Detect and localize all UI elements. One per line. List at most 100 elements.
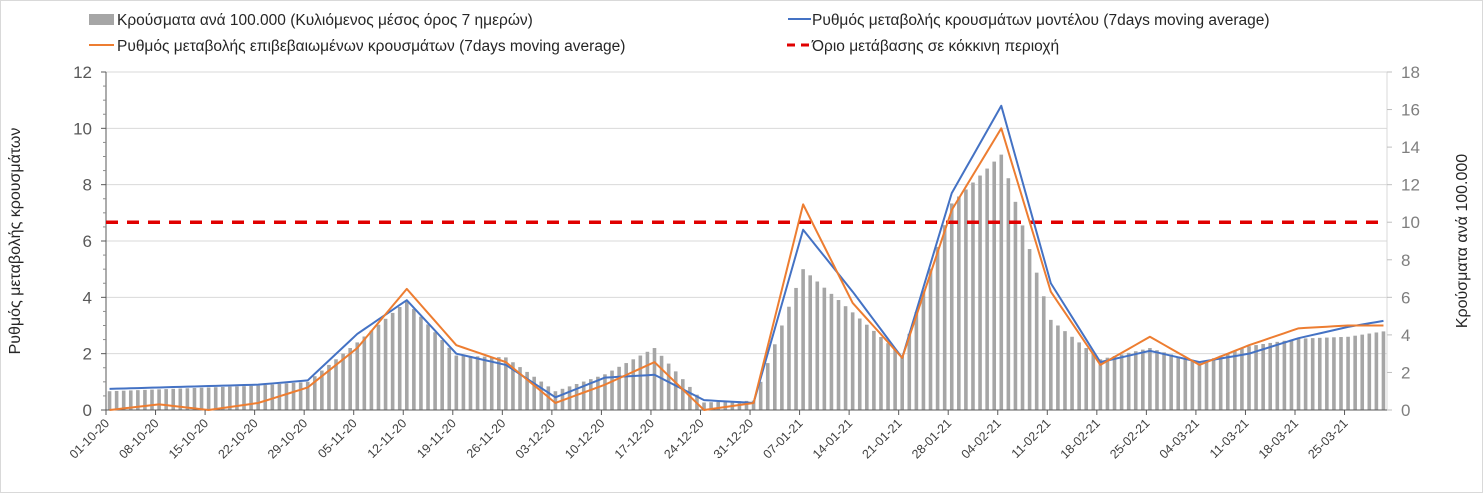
bar bbox=[390, 312, 395, 410]
bar bbox=[1381, 331, 1386, 410]
bar bbox=[199, 387, 204, 410]
bar bbox=[1077, 342, 1081, 410]
bar bbox=[1098, 359, 1103, 410]
bar bbox=[164, 389, 168, 410]
bar bbox=[114, 390, 119, 410]
y-axis-right-title: Κρούσματα ανά 100.000 bbox=[1454, 154, 1471, 328]
bar bbox=[426, 324, 430, 410]
bar bbox=[850, 312, 855, 410]
bar bbox=[454, 355, 459, 410]
bar bbox=[171, 388, 176, 410]
bar bbox=[893, 349, 897, 410]
bar bbox=[404, 301, 409, 410]
bar bbox=[1169, 354, 1173, 410]
bar bbox=[942, 225, 947, 410]
bar bbox=[1034, 272, 1039, 410]
bar bbox=[489, 356, 494, 410]
bar bbox=[1020, 225, 1025, 410]
bar bbox=[525, 371, 529, 410]
bar bbox=[1041, 296, 1046, 410]
y-left-tick-label: 4 bbox=[83, 288, 92, 307]
bar bbox=[235, 386, 239, 410]
bar bbox=[808, 275, 812, 410]
confirmed-line bbox=[109, 127, 1384, 411]
bar bbox=[1332, 337, 1336, 410]
bar bbox=[1325, 337, 1329, 410]
x-tick-label: 07-01-21 bbox=[760, 416, 805, 461]
bar bbox=[964, 189, 968, 410]
bar bbox=[645, 351, 650, 410]
bar bbox=[397, 306, 402, 410]
bar bbox=[1197, 363, 1202, 410]
bar bbox=[1254, 345, 1258, 410]
bar bbox=[376, 324, 381, 410]
bar bbox=[574, 383, 579, 410]
bar bbox=[971, 182, 975, 410]
bar bbox=[327, 364, 331, 410]
bar bbox=[836, 300, 841, 410]
y-right-tick-label: 2 bbox=[1401, 363, 1410, 382]
bar bbox=[978, 175, 982, 410]
y-right-tick-label: 8 bbox=[1401, 251, 1410, 270]
bar bbox=[1296, 338, 1301, 410]
bar bbox=[1119, 354, 1124, 410]
legend-label-confirmed: Ρυθμός μεταβολής επιβεβαιωμένων κρουσμάτ… bbox=[117, 38, 625, 55]
line-series bbox=[106, 104, 1387, 411]
bar bbox=[1148, 348, 1152, 410]
bar bbox=[178, 388, 183, 410]
bar bbox=[829, 293, 834, 410]
bar bbox=[681, 379, 685, 410]
bar bbox=[270, 384, 275, 410]
bar bbox=[1317, 337, 1322, 410]
y-right-tick-label: 10 bbox=[1401, 213, 1420, 232]
bar bbox=[447, 347, 452, 410]
x-tick-label: 04-03-21 bbox=[1157, 416, 1202, 461]
bar bbox=[192, 388, 197, 410]
bar bbox=[291, 382, 296, 410]
y-right-tick-label: 16 bbox=[1401, 101, 1420, 120]
bar bbox=[907, 333, 912, 410]
bar bbox=[1063, 331, 1067, 410]
bar bbox=[213, 387, 218, 410]
bar bbox=[341, 353, 345, 410]
bar bbox=[461, 355, 466, 410]
y-left-tick-label: 6 bbox=[83, 232, 92, 251]
bar bbox=[921, 290, 926, 410]
bar bbox=[433, 332, 437, 410]
legend: Κρούσματα ανά 100.000 (Κυλιόμενος μέσος … bbox=[89, 12, 1270, 55]
bar bbox=[320, 370, 324, 410]
bar bbox=[1367, 333, 1372, 410]
bar bbox=[256, 385, 260, 410]
bar bbox=[999, 154, 1004, 410]
legend-item-model: Ρυθμός μεταβολής κρουσμάτων μοντέλου (7d… bbox=[788, 12, 1270, 29]
y-left-tick-label: 2 bbox=[83, 345, 92, 364]
bar bbox=[1339, 337, 1343, 410]
bar bbox=[1056, 325, 1060, 410]
y-right-tick-label: 6 bbox=[1401, 288, 1410, 307]
bar bbox=[518, 367, 522, 410]
bar bbox=[1204, 360, 1209, 410]
x-axis-ticks: 01-10-20 08-10-20 15-10-20 22-10-20 29-10-20… bbox=[67, 410, 1351, 462]
bar bbox=[440, 339, 444, 410]
bar bbox=[843, 306, 848, 410]
y-left-tick-label: 10 bbox=[73, 119, 92, 138]
bar bbox=[914, 312, 919, 410]
y-right-tick-label: 12 bbox=[1401, 176, 1420, 195]
bar bbox=[1211, 358, 1216, 410]
x-tick-label: 19-11-20 bbox=[414, 416, 459, 461]
x-tick-label: 10-12-20 bbox=[562, 416, 607, 461]
bar bbox=[610, 370, 614, 410]
bar bbox=[787, 306, 791, 410]
x-tick-label: 31-12-20 bbox=[711, 416, 756, 461]
bar bbox=[865, 324, 869, 410]
bar bbox=[369, 330, 374, 410]
bar bbox=[794, 287, 798, 410]
bar bbox=[631, 359, 636, 410]
bar bbox=[1176, 356, 1181, 410]
bar bbox=[504, 357, 508, 410]
bar bbox=[702, 402, 706, 410]
x-tick-label: 22-10-20 bbox=[215, 416, 260, 461]
bar bbox=[1027, 249, 1032, 410]
bar bbox=[128, 390, 133, 410]
